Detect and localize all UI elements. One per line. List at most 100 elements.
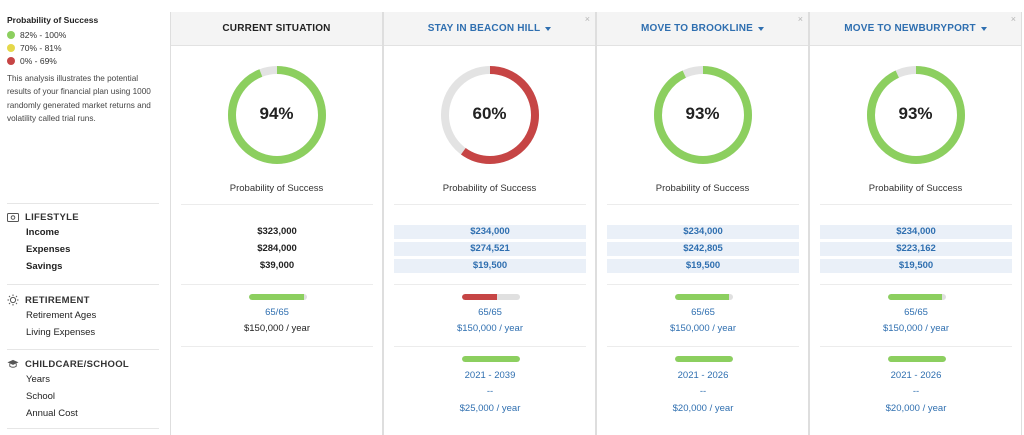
scenario-title: CURRENT SITUATION	[222, 23, 331, 34]
retirement-title: RETIREMENT	[25, 294, 90, 306]
divider	[394, 346, 586, 347]
childcare-years-value[interactable]: 2021 - 2026	[890, 370, 942, 381]
living-expenses-label: Living Expenses	[26, 327, 96, 338]
scenario-dropdown[interactable]: MOVE TO BROOKLINE	[597, 12, 808, 46]
success-label: Probability of Success	[442, 183, 537, 194]
close-icon[interactable]: ×	[1010, 14, 1016, 24]
retirement-bar-fill	[675, 294, 729, 300]
annual-cost-label: Annual Cost	[26, 408, 78, 419]
retirement-ages-value[interactable]: 65/65	[478, 307, 502, 318]
income-label: Income	[26, 227, 60, 238]
retirement-header: RETIREMENT	[7, 293, 159, 307]
childcare-years-value[interactable]: 2021 - 2039	[464, 370, 516, 381]
retirement-bar	[249, 294, 307, 300]
childcare-cost-value[interactable]: $25,000 / year	[459, 403, 521, 414]
divider	[820, 204, 1012, 205]
childcare-years-value[interactable]: 2021 - 2026	[677, 370, 729, 381]
childcare-bar	[888, 356, 946, 362]
legend-item-medium: 70% - 81%	[7, 41, 157, 54]
ring-progress-arc	[654, 66, 752, 164]
success-legend: Probability of Success 82% - 100% 70% - …	[7, 15, 157, 67]
savings-value[interactable]: $19,500	[607, 259, 799, 273]
savings-label: Savings	[26, 261, 63, 272]
retirement-ages-label: Retirement Ages	[26, 310, 97, 321]
retirement-ages-value[interactable]: 65/65	[691, 307, 715, 318]
lifestyle-section: LIFESTYLE Income Expenses Savings	[7, 210, 159, 275]
income-value[interactable]: $234,000	[820, 225, 1012, 239]
living-expenses-value[interactable]: $150,000 / year	[669, 323, 737, 334]
success-ring-graphic	[228, 66, 326, 164]
divider	[181, 346, 373, 347]
divider	[607, 284, 799, 285]
green-dot-icon	[7, 30, 15, 39]
retirement-bar	[888, 294, 946, 300]
childcare-cost-value[interactable]: $20,000 / year	[672, 403, 734, 414]
success-percent: 60%	[472, 104, 507, 123]
divider	[181, 284, 373, 285]
caret-down-icon	[980, 27, 987, 31]
childcare-bar	[675, 356, 733, 362]
success-percent: 94%	[259, 104, 294, 123]
income-value[interactable]: $234,000	[394, 225, 586, 239]
success-label: Probability of Success	[229, 183, 324, 194]
retirement-ages-value[interactable]: 65/65	[265, 307, 289, 318]
legend-item-low: 0% - 69%	[7, 54, 157, 67]
living-expenses-value[interactable]: $150,000 / year	[882, 323, 950, 334]
money-icon	[7, 211, 19, 223]
income-value[interactable]: $234,000	[607, 225, 799, 239]
success-ring	[440, 65, 540, 170]
retirement-ages-value[interactable]: 65/65	[904, 307, 928, 318]
red-dot-icon	[7, 56, 15, 65]
expenses-value[interactable]: $242,805	[607, 242, 799, 256]
childcare-school-value[interactable]: --	[486, 386, 494, 397]
divider	[7, 203, 159, 204]
ring-progress-arc	[228, 66, 326, 164]
divider	[607, 204, 799, 205]
ring-progress-arc	[441, 66, 539, 164]
legend-item-high: 82% - 100%	[7, 28, 157, 41]
lifestyle-title: LIFESTYLE	[25, 211, 79, 223]
sun-icon	[7, 294, 19, 306]
years-label: Years	[26, 374, 50, 385]
success-label: Probability of Success	[868, 183, 963, 194]
yellow-dot-icon	[7, 43, 15, 52]
living-expenses-value: $150,000 / year	[243, 323, 311, 334]
living-expenses-value[interactable]: $150,000 / year	[456, 323, 524, 334]
success-ring	[227, 65, 327, 170]
childcare-school-value[interactable]: --	[699, 386, 707, 397]
expenses-value: $284,000	[257, 243, 297, 254]
close-icon[interactable]: ×	[584, 14, 590, 24]
scenario-title: MOVE TO NEWBURYPORT	[844, 23, 976, 34]
success-percent: 93%	[685, 104, 720, 123]
legend-title: Probability of Success	[7, 15, 99, 25]
savings-value: $39,000	[259, 260, 295, 271]
retirement-bar-fill	[462, 294, 497, 300]
sidebar: Probability of Success 82% - 100% 70% - …	[0, 0, 160, 435]
childcare-school-value[interactable]: --	[912, 386, 920, 397]
scenario-dropdown[interactable]: MOVE TO NEWBURYPORT	[810, 12, 1021, 46]
lifestyle-header: LIFESTYLE	[7, 210, 159, 224]
success-ring	[653, 65, 753, 170]
childcare-title: CHILDCARE/SCHOOL	[25, 358, 130, 370]
expenses-value[interactable]: $223,162	[820, 242, 1012, 256]
divider	[607, 346, 799, 347]
savings-value[interactable]: $19,500	[820, 259, 1012, 273]
legend-label: 82% - 100%	[20, 29, 67, 40]
scenario-column-current: CURRENT SITUATION 94% Probability of Suc…	[170, 12, 383, 435]
success-ring-graphic	[654, 66, 752, 164]
caret-down-icon	[758, 27, 765, 31]
divider	[820, 284, 1012, 285]
caret-down-icon	[545, 27, 552, 31]
divider	[7, 349, 159, 350]
scenario-dropdown[interactable]: STAY IN BEACON HILL	[384, 12, 595, 46]
childcare-cost-value[interactable]: $20,000 / year	[885, 403, 947, 414]
divider	[820, 346, 1012, 347]
close-icon[interactable]: ×	[797, 14, 803, 24]
ring-progress-arc	[867, 66, 965, 164]
expenses-value[interactable]: $274,521	[394, 242, 586, 256]
savings-value[interactable]: $19,500	[394, 259, 586, 273]
retirement-bar	[462, 294, 520, 300]
divider	[7, 284, 159, 285]
success-ring	[866, 65, 966, 170]
divider	[7, 428, 159, 429]
